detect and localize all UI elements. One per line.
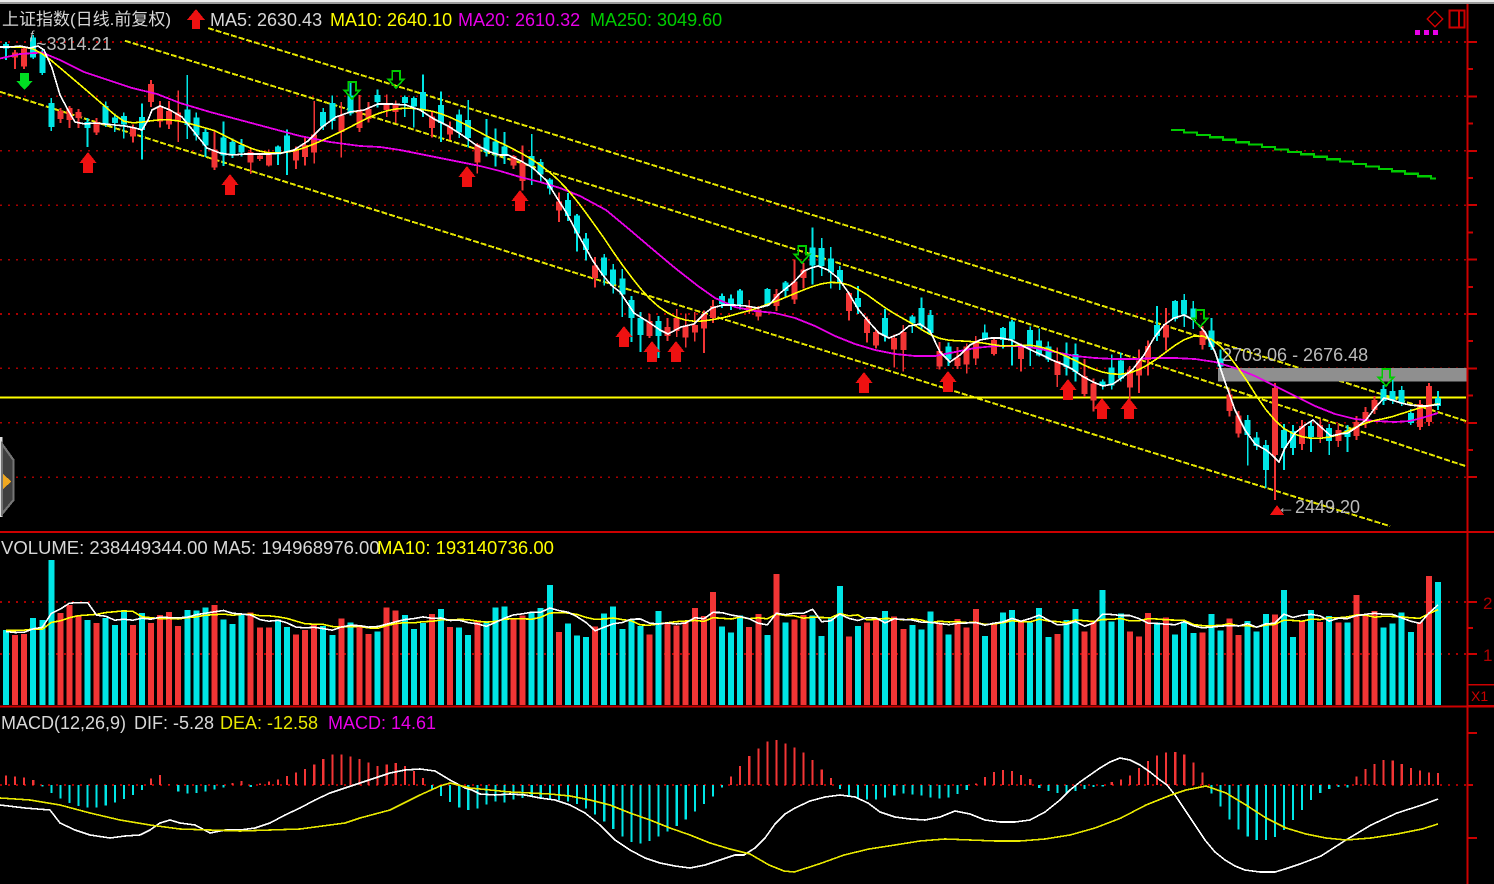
svg-text:VOLUME: 238449344.00: VOLUME: 238449344.00 [1, 537, 208, 558]
svg-text:X1: X1 [1471, 688, 1488, 704]
svg-text:上证指数(日线.前复权): 上证指数(日线.前复权) [2, 10, 171, 29]
svg-text:MA5: 194968976.00: MA5: 194968976.00 [213, 537, 380, 558]
svg-text:~3314.21: ~3314.21 [36, 34, 112, 54]
svg-text:←2449.20: ←2449.20 [1277, 497, 1360, 517]
svg-text:ƒ: ƒ [29, 28, 36, 42]
svg-text:2: 2 [1483, 594, 1492, 613]
svg-text:MA250: 3049.60: MA250: 3049.60 [590, 10, 722, 30]
svg-text:MA10: 2640.10: MA10: 2640.10 [330, 10, 452, 30]
svg-text:1: 1 [1483, 646, 1492, 665]
svg-text:MA5: 2630.43: MA5: 2630.43 [210, 10, 322, 30]
svg-text:MA10: 193140736.00: MA10: 193140736.00 [377, 537, 554, 558]
svg-text:MA20: 2610.32: MA20: 2610.32 [458, 10, 580, 30]
svg-text:DIF: -5.28: DIF: -5.28 [134, 713, 214, 733]
svg-text:MACD: 14.61: MACD: 14.61 [328, 713, 436, 733]
svg-text:DEA: -12.58: DEA: -12.58 [220, 713, 318, 733]
svg-text:2703.06 - 2676.48: 2703.06 - 2676.48 [1222, 345, 1368, 365]
svg-text:MACD(12,26,9): MACD(12,26,9) [1, 713, 126, 733]
